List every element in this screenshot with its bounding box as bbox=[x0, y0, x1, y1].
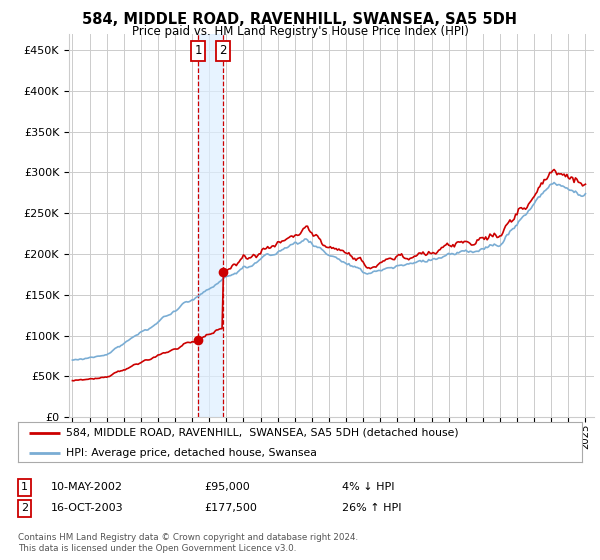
Text: 1: 1 bbox=[21, 482, 28, 492]
Text: 26% ↑ HPI: 26% ↑ HPI bbox=[342, 503, 401, 514]
Text: 584, MIDDLE ROAD, RAVENHILL, SWANSEA, SA5 5DH: 584, MIDDLE ROAD, RAVENHILL, SWANSEA, SA… bbox=[83, 12, 517, 27]
Text: 16-OCT-2003: 16-OCT-2003 bbox=[51, 503, 124, 514]
Bar bbox=[198, 34, 223, 417]
Text: Contains HM Land Registry data © Crown copyright and database right 2024.
This d: Contains HM Land Registry data © Crown c… bbox=[18, 533, 358, 553]
Text: 2: 2 bbox=[21, 503, 28, 514]
Text: 4% ↓ HPI: 4% ↓ HPI bbox=[342, 482, 395, 492]
Text: 10-MAY-2002: 10-MAY-2002 bbox=[51, 482, 123, 492]
Text: 1: 1 bbox=[194, 44, 202, 57]
Text: Price paid vs. HM Land Registry's House Price Index (HPI): Price paid vs. HM Land Registry's House … bbox=[131, 25, 469, 38]
Text: £95,000: £95,000 bbox=[204, 482, 250, 492]
Text: 2: 2 bbox=[219, 44, 226, 57]
Text: £177,500: £177,500 bbox=[204, 503, 257, 514]
Text: HPI: Average price, detached house, Swansea: HPI: Average price, detached house, Swan… bbox=[66, 448, 317, 458]
Text: 584, MIDDLE ROAD, RAVENHILL,  SWANSEA, SA5 5DH (detached house): 584, MIDDLE ROAD, RAVENHILL, SWANSEA, SA… bbox=[66, 428, 458, 437]
